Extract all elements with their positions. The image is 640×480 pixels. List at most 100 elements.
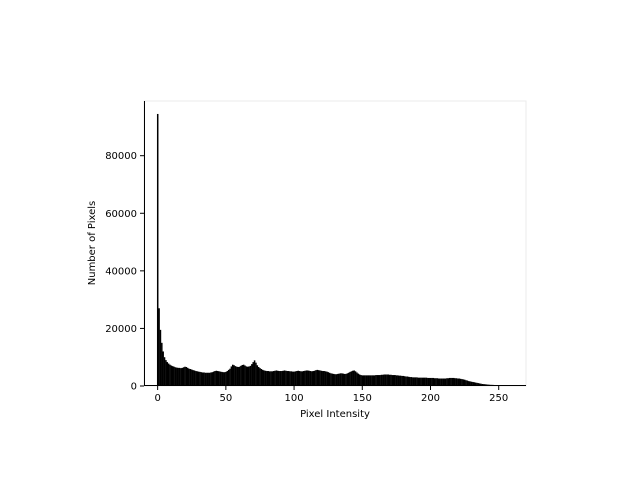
histogram-bar (401, 375, 403, 386)
histogram-bar (356, 372, 358, 386)
histogram-bar (275, 370, 278, 386)
histogram-bar (185, 367, 188, 386)
histogram-bar (253, 360, 256, 386)
histogram-bar (181, 367, 184, 386)
histogram-bar (301, 371, 304, 386)
histogram-bar (214, 371, 216, 386)
histogram-bar (384, 374, 387, 386)
histogram-bar (166, 362, 169, 386)
histogram-bar (365, 375, 368, 386)
histogram-bar (203, 372, 205, 386)
histogram-bar (290, 371, 293, 386)
histogram-bar (462, 379, 465, 386)
histogram-bar (304, 370, 306, 386)
histogram-bar (201, 372, 204, 386)
histogram-bar (387, 374, 390, 386)
histogram-bar (447, 378, 450, 386)
histogram-bar (230, 366, 233, 386)
histogram-bar (442, 378, 444, 386)
histogram-bar (330, 373, 332, 386)
histogram-bar (343, 373, 346, 386)
histogram-bar (294, 371, 297, 386)
histogram-bar (480, 383, 482, 386)
histogram-bar (271, 371, 274, 386)
histogram-bar (176, 367, 178, 386)
histogram-bar (302, 371, 305, 386)
histogram-bar (436, 378, 439, 386)
histogram-bar (377, 375, 380, 386)
histogram-bar (177, 367, 179, 386)
histogram-bar (308, 370, 310, 386)
histogram-bar (433, 378, 436, 386)
histogram-bar (171, 366, 174, 386)
x-tick-label: 50 (219, 393, 232, 404)
histogram-bar (297, 370, 299, 386)
histogram-bar (159, 329, 162, 386)
histogram-bar (392, 375, 395, 386)
histogram-bar (311, 371, 313, 386)
histogram-bar (328, 372, 331, 386)
histogram-bar (236, 366, 238, 386)
histogram-bar (380, 374, 383, 386)
histogram-bar (425, 377, 428, 386)
histogram-bar (457, 378, 459, 386)
histogram-bar (204, 372, 207, 386)
histogram-bar (422, 377, 425, 386)
histogram-bar (372, 375, 375, 386)
histogram-bar (324, 371, 327, 386)
histogram-bar (407, 376, 410, 386)
histogram-bar (406, 376, 409, 386)
histogram-bar (472, 381, 474, 386)
histogram-bar (435, 378, 437, 386)
histogram-bar (421, 377, 424, 386)
histogram-bar (285, 370, 287, 386)
histogram-bar (347, 372, 350, 386)
histogram-bar (432, 377, 435, 386)
histogram-bar (440, 378, 443, 386)
histogram-bar (395, 375, 398, 386)
histogram-bar (278, 371, 280, 386)
histogram-bar (352, 370, 354, 386)
histogram-bar (317, 370, 320, 386)
histogram-bar (312, 371, 315, 386)
histogram-bar (342, 373, 345, 386)
histogram-bar (260, 369, 263, 386)
histogram-bar (237, 367, 239, 386)
histogram-bar (188, 368, 190, 386)
histogram-bar (461, 379, 463, 386)
histogram-bar (448, 377, 451, 386)
histogram-bar (418, 377, 421, 386)
histogram-bar (196, 371, 199, 386)
histogram-bar (274, 370, 276, 386)
histogram-bar (193, 370, 196, 386)
histogram-bar (465, 380, 467, 386)
y-tick-label: 80000 (105, 151, 137, 162)
histogram-bar (215, 370, 218, 386)
histogram-bar (337, 373, 339, 386)
histogram-bar (251, 364, 253, 386)
histogram-bar (481, 383, 484, 386)
histogram-bar (446, 378, 448, 386)
histogram-bar (218, 371, 220, 386)
histogram-bar (270, 371, 272, 386)
histogram-bar (240, 365, 242, 386)
histogram-bar (231, 364, 234, 386)
histogram-bar (468, 381, 470, 386)
histogram-bar (174, 367, 177, 386)
histogram-bar (189, 369, 192, 386)
histogram-bar (277, 370, 279, 386)
histogram-bar (416, 377, 418, 386)
histogram-bar (427, 377, 429, 386)
histogram-bar (341, 373, 343, 386)
histogram-bar (424, 377, 426, 386)
histogram-bar (307, 370, 309, 386)
histogram-bar (292, 371, 294, 386)
histogram-bar (268, 371, 271, 386)
histogram-bar (405, 376, 407, 386)
histogram-bar (322, 371, 324, 386)
x-tick-label: 100 (285, 393, 304, 404)
histogram-bar (361, 375, 364, 386)
histogram-bar (410, 377, 413, 386)
histogram-bar (413, 377, 415, 386)
histogram-bar (165, 360, 167, 386)
